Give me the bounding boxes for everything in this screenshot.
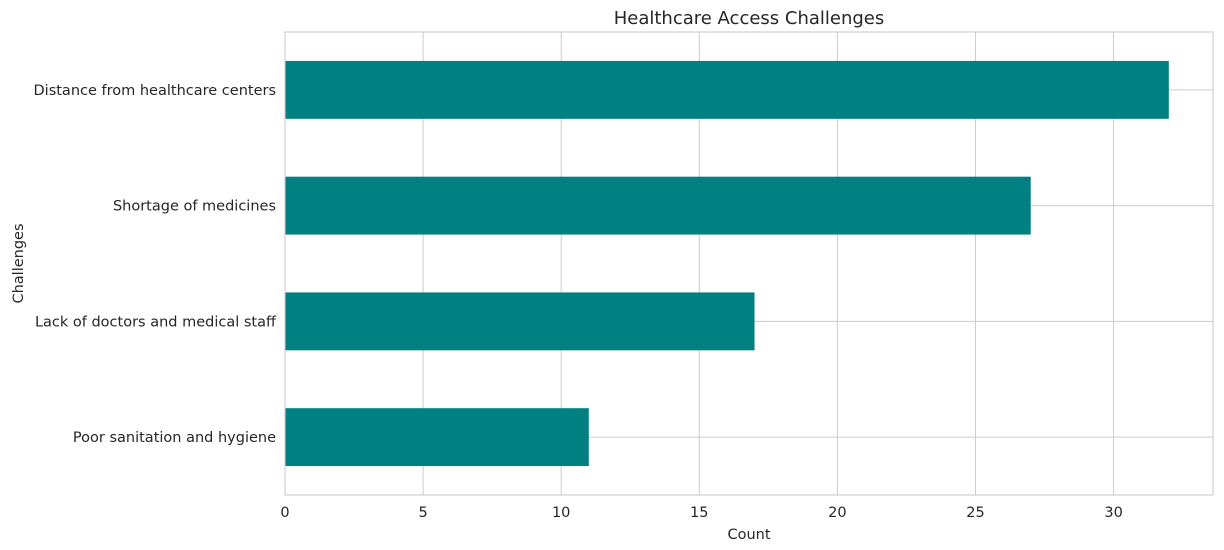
x-tick-label: 10 — [552, 505, 570, 521]
x-tick-label: 0 — [280, 505, 289, 521]
x-tick-label: 20 — [828, 505, 846, 521]
ticks-layer: 0 5 10 15 20 25 30 Distance from healthcare cen… — [34, 83, 1123, 521]
bar — [285, 292, 755, 351]
y-tick-label: Lack of doctors and medical staff — [35, 314, 277, 330]
x-tick-label: 30 — [1104, 505, 1122, 521]
chart-title: Healthcare Access Challenges — [614, 8, 885, 29]
y-tick-label: Distance from healthcare centers — [34, 83, 277, 99]
x-tick-label: 25 — [966, 505, 984, 521]
bar — [285, 176, 1031, 235]
bars-layer — [285, 60, 1169, 467]
y-tick-label: Shortage of medicines — [113, 199, 276, 215]
y-axis-label: Challenges — [11, 223, 27, 303]
plot-frame — [284, 31, 1214, 496]
x-axis-label: Count — [727, 527, 770, 543]
x-tick-label: 15 — [690, 505, 708, 521]
y-tick-label: Poor sanitation and hygiene — [73, 430, 276, 446]
bar — [285, 60, 1169, 119]
bar — [285, 408, 589, 467]
x-tick-label: 5 — [418, 505, 427, 521]
